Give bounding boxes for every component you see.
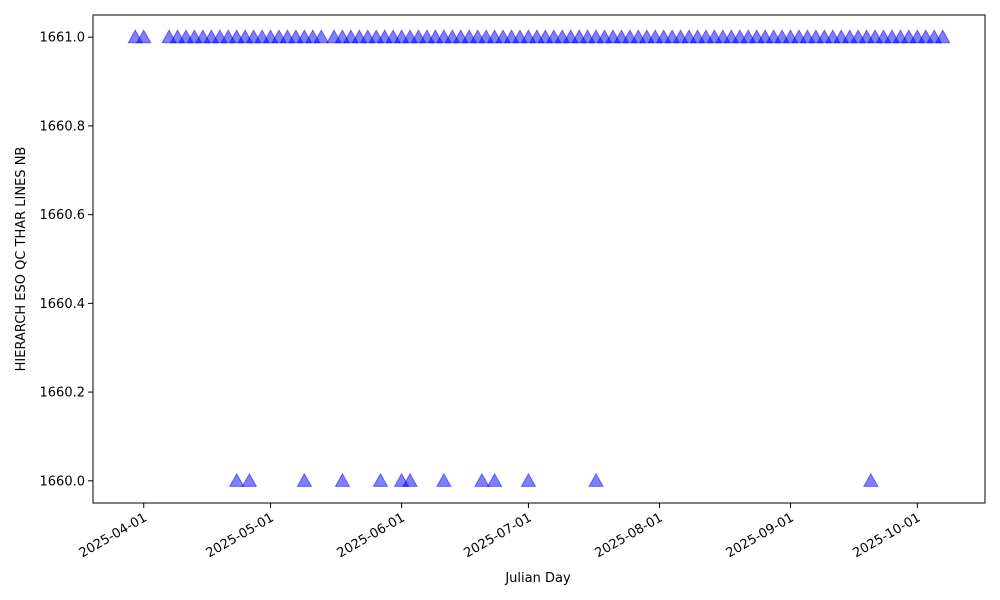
y-tick-label: 1660.2 [40, 386, 86, 401]
scatter-point [486, 472, 503, 487]
scatter-point [296, 472, 313, 487]
scatter-point [520, 472, 537, 487]
y-tick-label: 1660.8 [40, 119, 86, 134]
scatter-point [934, 29, 951, 44]
scatter-point [228, 472, 245, 487]
scatter-point [313, 29, 330, 44]
scatter-point [241, 472, 258, 487]
x-tick-label: 2025-08-01 [593, 510, 666, 561]
scatter-point [402, 472, 418, 487]
x-tick-label: 2025-10-01 [850, 510, 923, 561]
scatter-point [863, 472, 879, 487]
x-tick-label: 2025-09-01 [724, 510, 797, 561]
scatter-point [436, 472, 452, 487]
x-axis-label: Julian Day [504, 571, 571, 586]
y-tick-label: 1660.4 [40, 297, 86, 312]
scatter-point [588, 472, 604, 487]
x-tick-label: 2025-05-01 [204, 510, 277, 561]
scatter-point [474, 472, 490, 487]
y-tick-label: 1661.0 [40, 31, 86, 46]
x-tick-label: 2025-04-01 [77, 510, 150, 561]
x-tick-label: 2025-07-01 [461, 510, 534, 561]
scatter-point [372, 472, 389, 487]
scatter-point [135, 29, 152, 44]
y-axis-label: HIERARCH ESO QC THAR LINES NB [14, 147, 29, 372]
x-tick-label: 2025-06-01 [335, 510, 408, 561]
plot-frame [92, 14, 986, 504]
y-tick-label: 1660.0 [40, 474, 86, 489]
scatter-point [334, 472, 351, 487]
y-tick-label: 1660.6 [40, 208, 86, 223]
